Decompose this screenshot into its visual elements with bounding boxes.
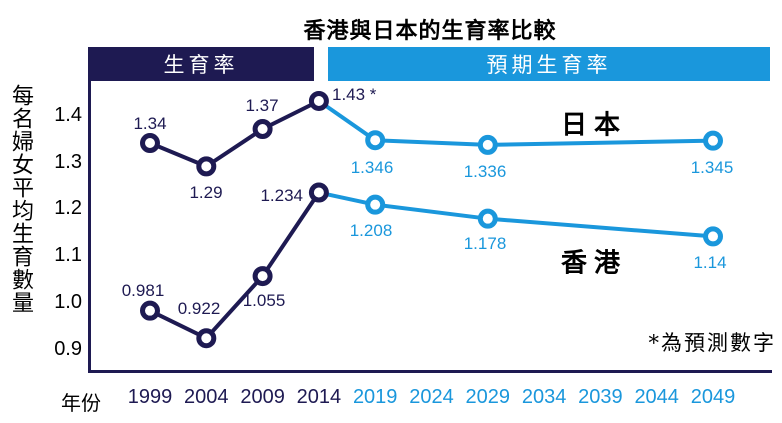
japan-point-label-2029: 1.336 xyxy=(463,162,507,181)
japan-data-point-2009 xyxy=(252,119,273,140)
japan-data-point-2049 xyxy=(703,130,723,151)
hongkong-data-point-2019 xyxy=(365,194,386,215)
hongkong-data-point-2029 xyxy=(477,208,498,229)
hongkong-data-point-2049 xyxy=(703,226,723,247)
hongkong-data-point-2004 xyxy=(196,328,217,349)
japan-point-label-2009: 1.37 xyxy=(245,96,279,115)
hongkong-point-label-2019: 1.208 xyxy=(349,221,393,240)
x-tick-label: 2004 xyxy=(184,386,229,408)
series-label-japan: 日本 xyxy=(560,109,628,140)
x-tick-label: 2009 xyxy=(240,386,285,408)
x-tick-label: 2044 xyxy=(634,386,679,408)
japan-point-label-2004: 1.29 xyxy=(189,183,223,202)
y-tick-label: 1.3 xyxy=(54,150,82,173)
x-tick-label: 2014 xyxy=(296,386,342,408)
japan-data-point-1999 xyxy=(140,133,160,154)
chart-title: 香港與日本的生育率比較 xyxy=(303,18,557,43)
projected-period-band-label: 預期生育率 xyxy=(486,54,612,77)
x-tick-label: 2039 xyxy=(578,386,623,408)
x-axis-title: 年份 xyxy=(61,393,101,415)
y-tick-label: 1.1 xyxy=(54,244,82,267)
projected-period-band: 預期生育率 xyxy=(328,47,770,81)
x-tick-label: 2034 xyxy=(521,386,567,408)
x-tick-label: 2049 xyxy=(690,386,736,408)
japan-data-point-2004 xyxy=(196,156,217,177)
hongkong-point-label-2049: 1.14 xyxy=(693,253,727,272)
footnote-projection-note: *為預測數字 xyxy=(648,331,776,355)
y-tick-label: 0.9 xyxy=(54,337,82,360)
japan-line xyxy=(317,99,714,147)
hongkong-point-label-1999: 0.981 xyxy=(121,281,165,300)
hongkong-point-label-2004: 0.922 xyxy=(177,299,221,318)
y-tick-label: 1.2 xyxy=(54,197,82,220)
hongkong-point-label-2029: 1.178 xyxy=(463,234,507,253)
japan-point-label-2014: 1.43 * xyxy=(332,85,377,104)
y-axis-line xyxy=(88,81,91,373)
japan-data-point-2014 xyxy=(308,90,329,111)
actual-period-band-label: 生育率 xyxy=(163,54,239,77)
hongkong-point-label-2014: 1.234 xyxy=(260,186,303,205)
x-tick-label: 2029 xyxy=(465,386,511,408)
y-tick-label: 1.0 xyxy=(54,290,82,313)
x-axis-line xyxy=(88,370,772,373)
japan-data-point-2019 xyxy=(365,130,386,151)
hongkong-line xyxy=(149,191,321,341)
series-label-hongkong: 香港 xyxy=(560,247,628,278)
hongkong-data-point-2009 xyxy=(252,266,273,287)
hongkong-data-point-1999 xyxy=(140,300,160,321)
japan-data-point-2029 xyxy=(477,134,498,155)
x-tick-label: 1999 xyxy=(127,386,173,408)
x-tick-label: 2019 xyxy=(352,386,398,408)
japan-point-label-1999: 1.34 xyxy=(133,114,167,133)
japan-point-label-2019: 1.346 xyxy=(350,158,394,177)
hongkong-point-label-2009: 1.055 xyxy=(242,291,286,310)
y-axis-title: 每名婦女平均生育數量 xyxy=(9,84,34,314)
y-tick-label: 1.4 xyxy=(54,104,82,126)
japan-line xyxy=(149,99,320,169)
x-tick-label: 2024 xyxy=(409,386,454,408)
actual-period-band: 生育率 xyxy=(88,47,314,81)
hongkong-data-point-2014 xyxy=(308,182,329,203)
japan-point-label-2049: 1.345 xyxy=(690,158,734,177)
